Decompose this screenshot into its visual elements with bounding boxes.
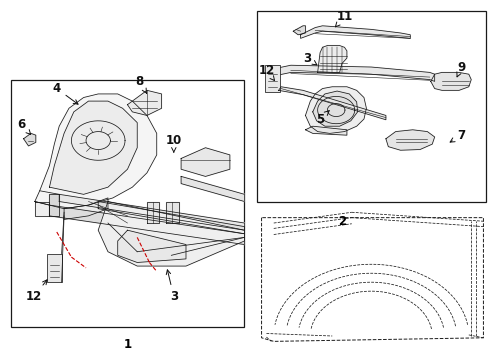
Polygon shape: [166, 202, 178, 223]
Polygon shape: [147, 202, 159, 223]
Polygon shape: [300, 26, 409, 39]
Polygon shape: [273, 65, 434, 81]
Bar: [47, 253, 61, 282]
Text: 2: 2: [337, 215, 346, 228]
Polygon shape: [49, 194, 59, 216]
Polygon shape: [430, 72, 470, 90]
Polygon shape: [317, 45, 346, 72]
Polygon shape: [98, 202, 244, 266]
Polygon shape: [181, 176, 244, 202]
Text: 5: 5: [315, 111, 328, 126]
Polygon shape: [293, 26, 305, 35]
Text: 1: 1: [123, 338, 131, 351]
Text: 7: 7: [449, 129, 465, 142]
Polygon shape: [59, 194, 244, 230]
Text: 11: 11: [335, 10, 352, 27]
Text: 3: 3: [302, 51, 316, 65]
Polygon shape: [64, 198, 108, 220]
Text: 9: 9: [456, 60, 465, 77]
Polygon shape: [23, 134, 36, 146]
Polygon shape: [35, 94, 157, 209]
Polygon shape: [385, 130, 434, 150]
Polygon shape: [35, 202, 49, 216]
Bar: [11, 80, 244, 327]
Text: 10: 10: [165, 134, 182, 153]
Text: 6: 6: [17, 118, 31, 134]
Text: 4: 4: [53, 82, 78, 104]
Polygon shape: [127, 90, 161, 116]
Polygon shape: [49, 205, 244, 244]
Polygon shape: [49, 101, 137, 194]
Bar: [264, 65, 279, 92]
Text: 12: 12: [258, 64, 274, 81]
Polygon shape: [278, 87, 385, 120]
Polygon shape: [305, 87, 366, 134]
Polygon shape: [98, 202, 244, 234]
Polygon shape: [181, 148, 229, 176]
Polygon shape: [118, 230, 185, 262]
Bar: [256, 12, 485, 202]
Polygon shape: [312, 91, 357, 126]
Text: 12: 12: [26, 280, 47, 303]
Text: 8: 8: [135, 75, 146, 93]
Polygon shape: [305, 126, 346, 135]
Text: 3: 3: [166, 270, 178, 303]
